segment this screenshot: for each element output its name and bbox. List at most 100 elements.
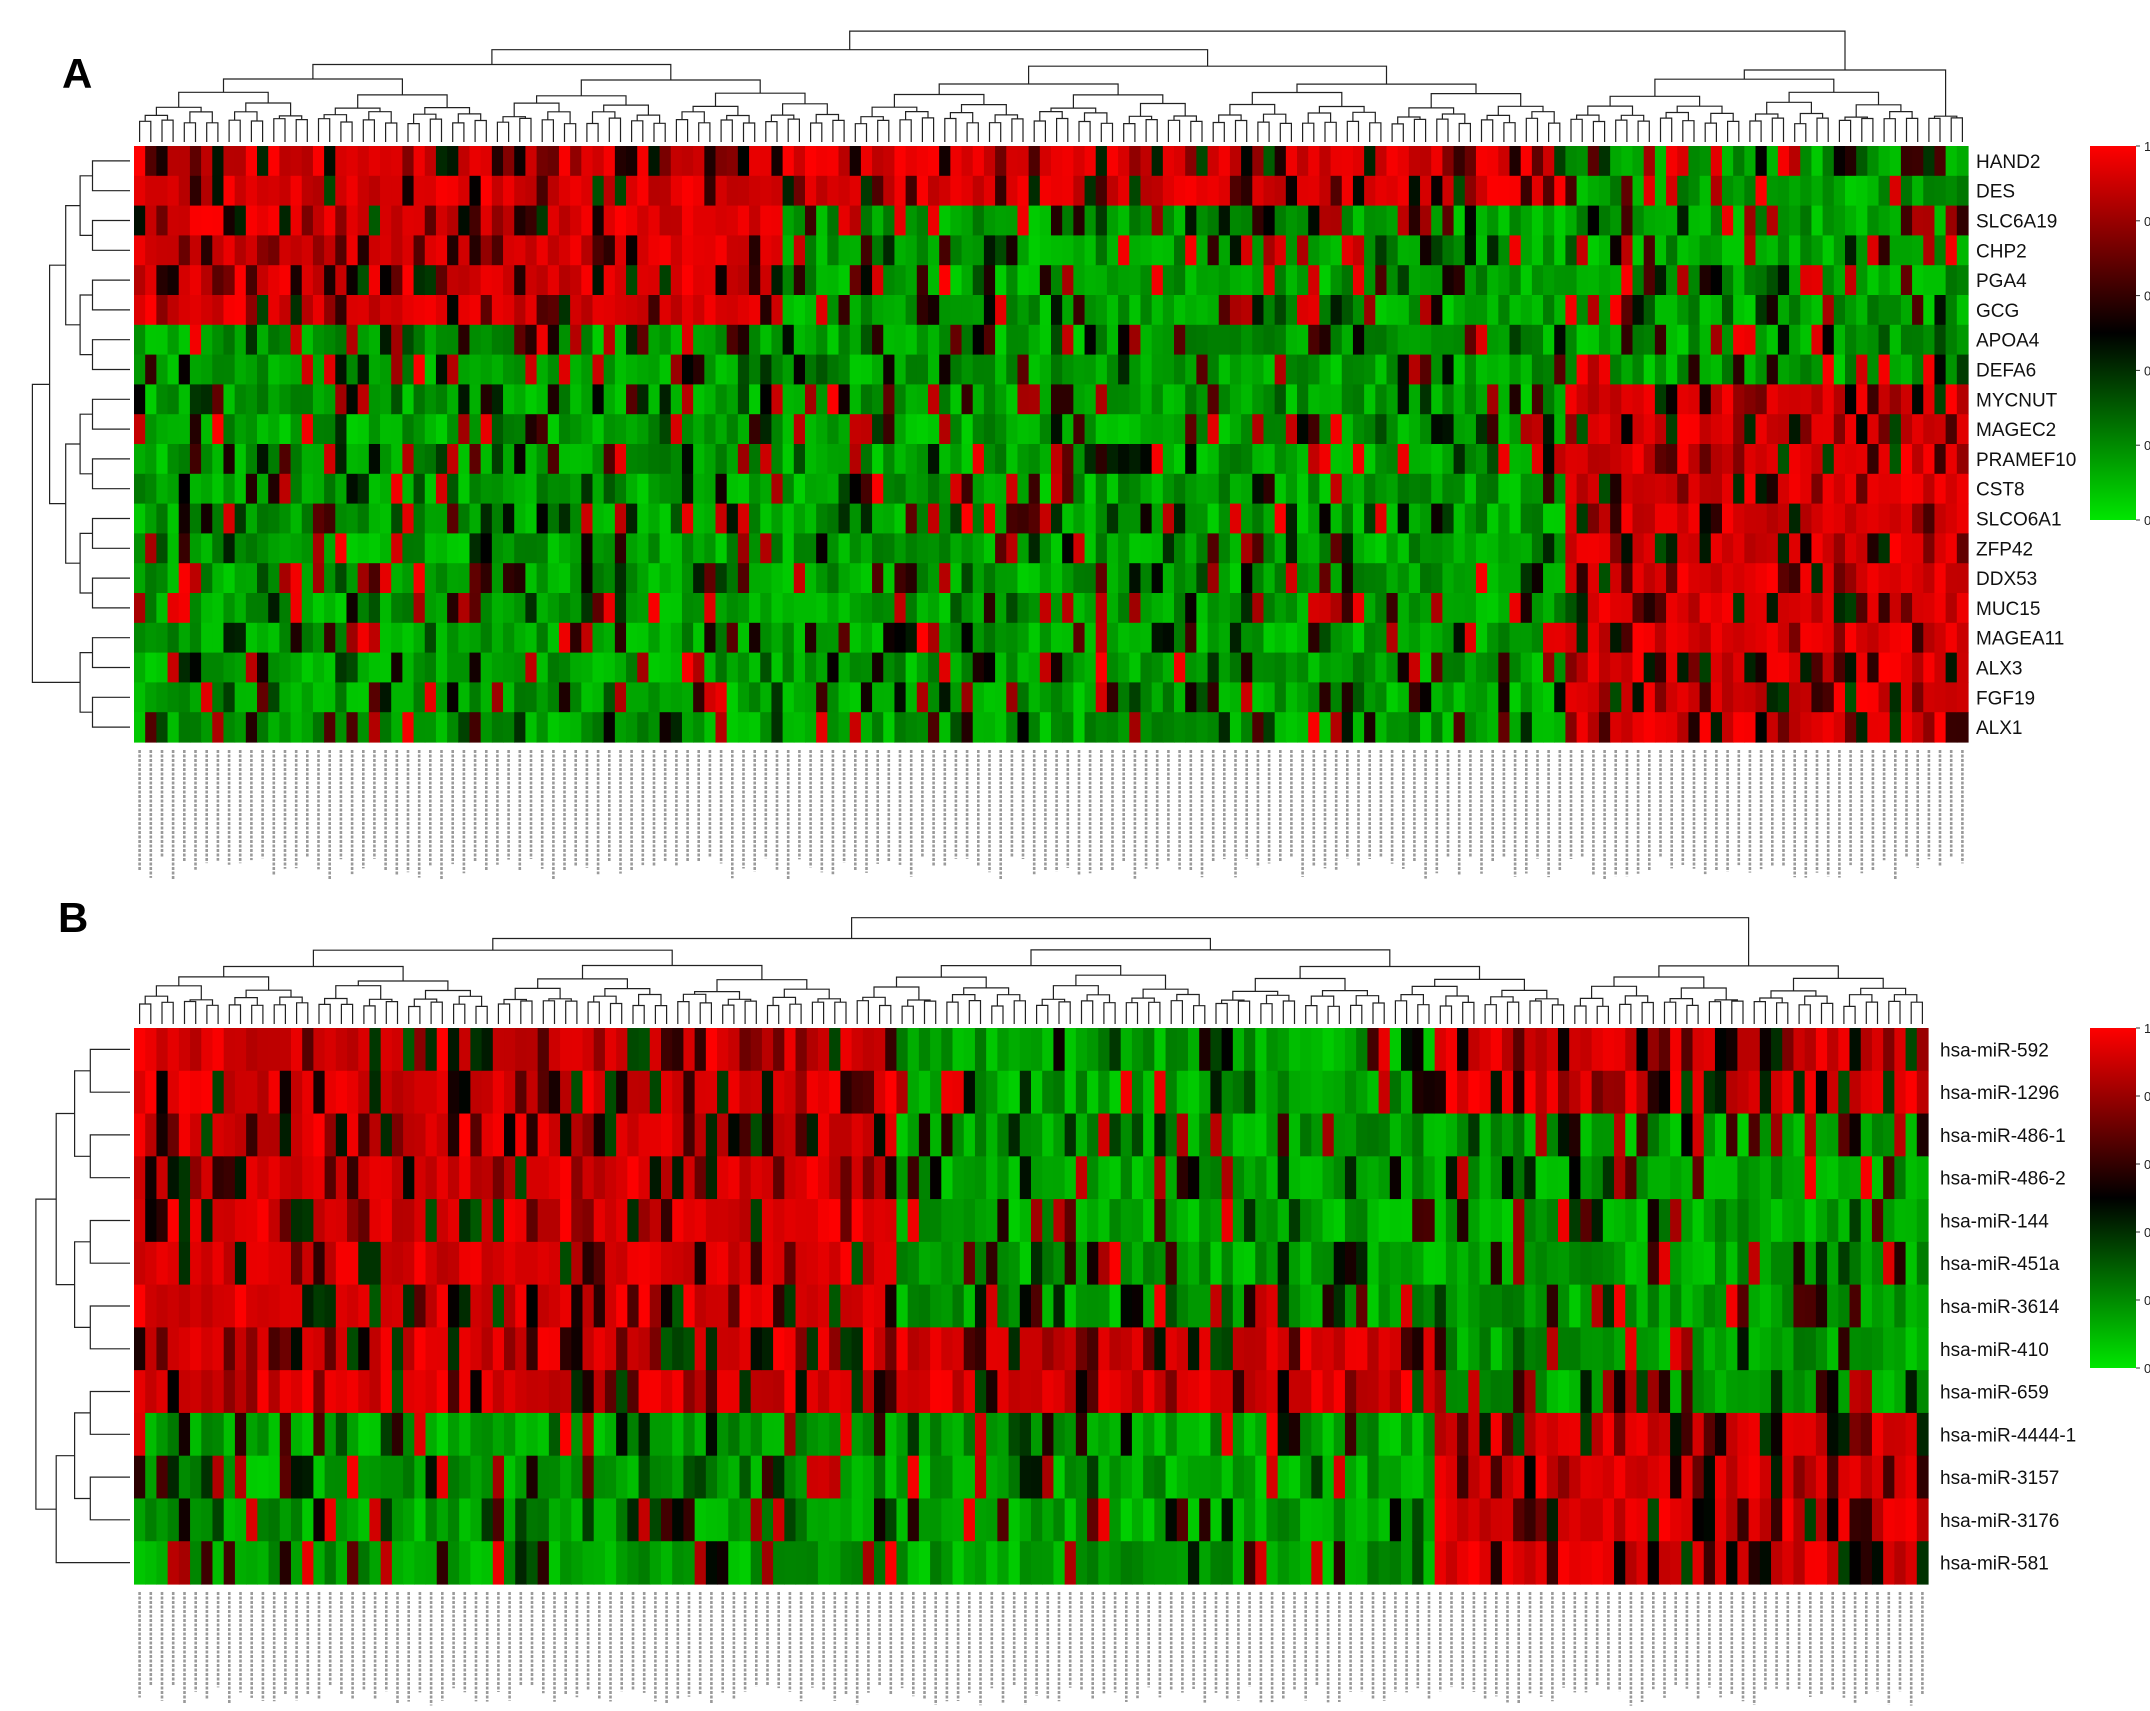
heatmap-cell [916,295,929,326]
heatmap-cell [1106,503,1119,534]
heatmap-cell [1221,1241,1234,1286]
heatmap-cell [1934,295,1947,326]
heatmap-cell [335,354,348,385]
heatmap-cell [380,1113,393,1157]
heatmap-cell [1109,1284,1122,1328]
heatmap-cell [1120,1370,1133,1414]
heatmap-cell [1098,1241,1111,1286]
heatmap-cell [1654,563,1667,594]
heatmap-cell [189,622,202,654]
heatmap-cell [905,444,918,475]
heatmap-cell [1210,1199,1223,1243]
heatmap-cell [481,1541,494,1585]
heatmap-cell [1677,712,1690,743]
heatmap-cell [681,324,694,356]
heatmap-cell [616,1156,628,1200]
heatmap-cell [793,533,806,564]
heatmap-cell [335,1070,348,1115]
heatmap-cell [916,563,929,594]
heatmap-cell [525,324,538,356]
heatmap-cell [604,1028,617,1072]
heatmap-cell [1464,354,1477,385]
heatmap-cell [145,146,157,177]
heatmap-cell [1210,1327,1223,1371]
heatmap-cell [167,1327,180,1371]
heatmap-cell [1531,324,1544,356]
heatmap-cell [201,473,213,505]
heatmap-cell [1833,324,1846,356]
heatmap-cell [761,1370,774,1414]
heatmap-cell [1498,563,1511,594]
heatmap-cell [1554,205,1567,236]
heatmap-cell [279,652,292,683]
dendrogram-branch [714,92,806,107]
heatmap-cell [1867,175,1880,207]
heatmap-cell [1576,593,1589,624]
heatmap-cell [760,712,773,743]
heatmap-cell [838,712,851,743]
heatmap-cell [760,682,773,713]
heatmap-cell [436,1327,449,1371]
heatmap-cell [1140,175,1153,207]
heatmap-cell [1185,652,1197,683]
heatmap-cell [582,1113,595,1157]
heatmap-cell [737,205,750,236]
heatmap-cell [603,712,616,743]
heatmap-cell [1244,1370,1256,1414]
heatmap-cell [1833,444,1846,475]
heatmap-cell [1064,1412,1077,1457]
heatmap-cell [1028,682,1041,713]
heatmap-cell [526,1327,539,1371]
heatmap-cell [894,146,907,177]
heatmap-cell [1431,503,1443,534]
heatmap-cell [1710,414,1723,445]
heatmap-cell [212,1370,225,1414]
heatmap-cell [234,175,247,207]
heatmap-cell [659,473,672,505]
heatmap-cell [838,444,851,475]
heatmap-cell [961,503,974,534]
heatmap-cell [1811,563,1824,594]
heatmap-cell [648,146,661,177]
dendrogram-branch [726,114,750,123]
heatmap-cell [1777,593,1790,624]
heatmap-cell [458,205,471,236]
heatmap-cell [1008,1156,1021,1200]
heatmap-cell [1789,146,1801,177]
heatmap-cell [1833,265,1846,296]
heatmap-cell [860,533,873,564]
heatmap-cell [1766,622,1779,654]
heatmap-cell [1453,384,1466,415]
heatmap-cell [1442,235,1455,266]
dendrogram-branch [49,264,66,505]
heatmap-cell [268,712,280,743]
heatmap-cell [368,593,381,624]
heatmap-cell [760,444,773,475]
heatmap-cell [749,295,761,326]
heatmap-cell [1031,1412,1043,1457]
heatmap-cell [1487,444,1499,475]
heatmap-cell [1475,712,1488,743]
heatmap-cell [491,503,504,534]
heatmap-cell [760,622,773,654]
heatmap-cell [1386,205,1399,236]
heatmap-cell [681,146,694,177]
heatmap-cell [1755,235,1768,266]
heatmap-cell [761,1498,774,1542]
heatmap-cell [1019,1070,1032,1115]
heatmap-cell [1666,593,1678,624]
heatmap-cell [201,593,213,624]
heatmap-cell [1464,563,1477,594]
heatmap-cell [1789,593,1801,624]
heatmap-cell [245,682,258,713]
heatmap-cell [773,1284,785,1328]
heatmap-cell [480,295,493,326]
heatmap-cell [346,593,359,624]
heatmap-cell [201,1241,214,1286]
heatmap-cell [1017,146,1030,177]
heatmap-cell [1341,444,1354,475]
heatmap-cell [1856,354,1868,385]
heatmap-cell [604,1199,617,1243]
heatmap-cell [1017,652,1030,683]
heatmap-cell [391,652,403,683]
